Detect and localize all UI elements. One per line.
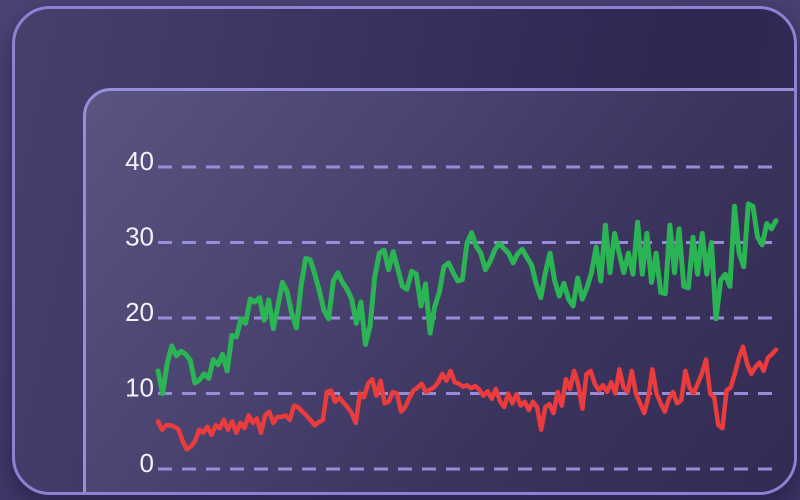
outer-card (12, 6, 797, 495)
chart-panel (83, 88, 794, 492)
